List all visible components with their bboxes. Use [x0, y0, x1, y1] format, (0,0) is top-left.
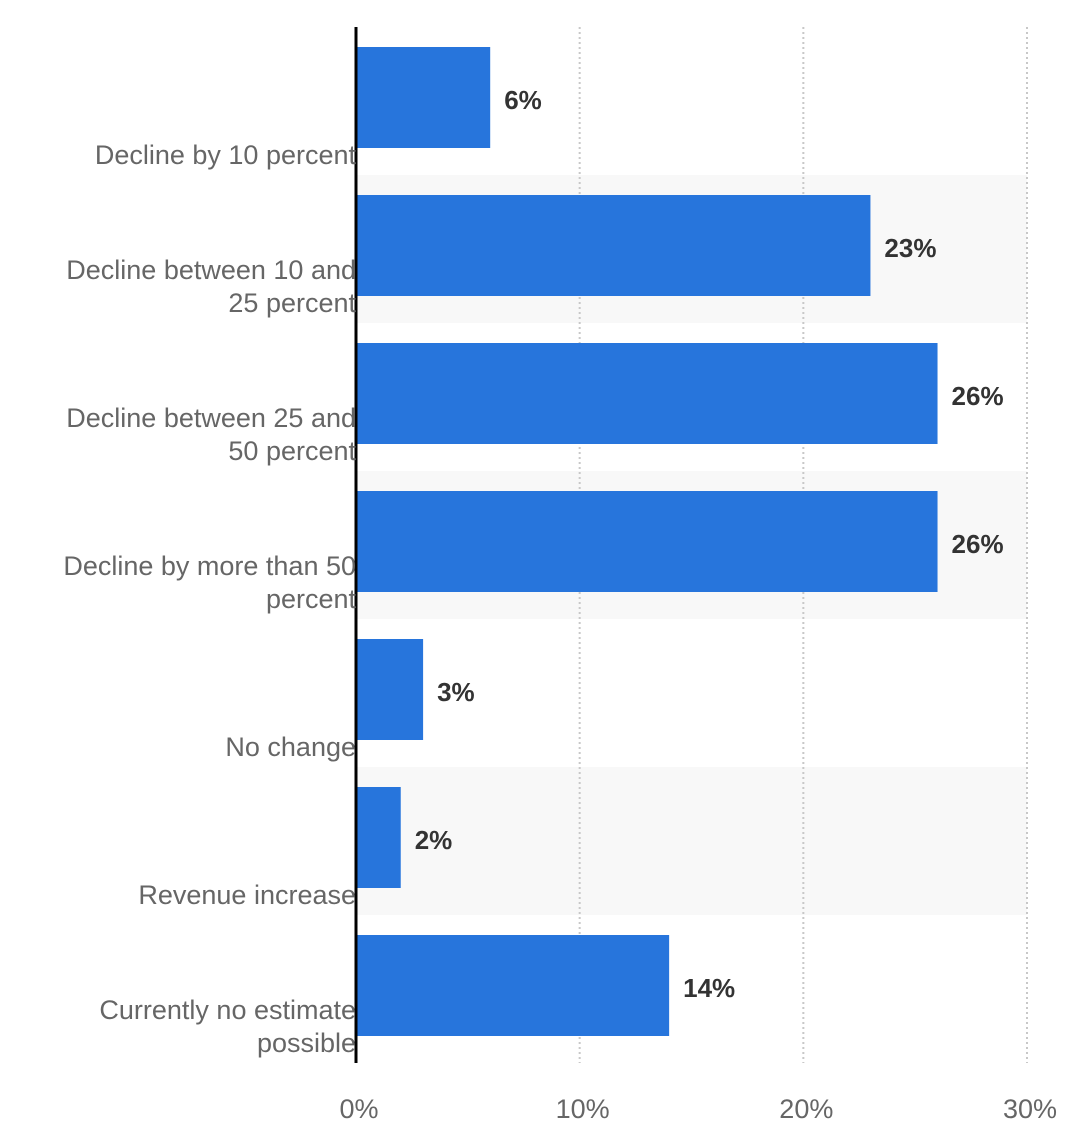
category-label: Decline by 10 percent [94, 140, 356, 170]
value-label: 3% [437, 677, 475, 707]
x-tick-label: 0% [339, 1094, 378, 1124]
bar [356, 343, 938, 444]
bar [356, 47, 491, 148]
x-tick-label: 30% [1003, 1094, 1057, 1124]
category-label: Revenue increase [138, 880, 356, 910]
x-tick-label: 10% [556, 1094, 610, 1124]
value-label: 23% [884, 233, 936, 263]
category-label: No change [225, 732, 356, 762]
value-label: 2% [415, 825, 453, 855]
bar [356, 935, 670, 1036]
value-label: 14% [683, 973, 735, 1003]
row-band [356, 767, 1027, 915]
bar [356, 639, 424, 740]
category-label: Decline by more than 50 percent [63, 551, 356, 614]
bar [356, 195, 871, 296]
value-label: 26% [952, 381, 1004, 411]
bar [356, 787, 401, 888]
category-label: Decline between 25 and 50 percent [66, 403, 356, 466]
bar [356, 491, 938, 592]
category-label: Decline between 10 and 25 percent [66, 255, 356, 318]
x-tick-label: 20% [779, 1094, 833, 1124]
category-label: Currently no estimate possible [99, 995, 356, 1058]
value-label: 26% [952, 529, 1004, 559]
value-label: 6% [504, 85, 542, 115]
